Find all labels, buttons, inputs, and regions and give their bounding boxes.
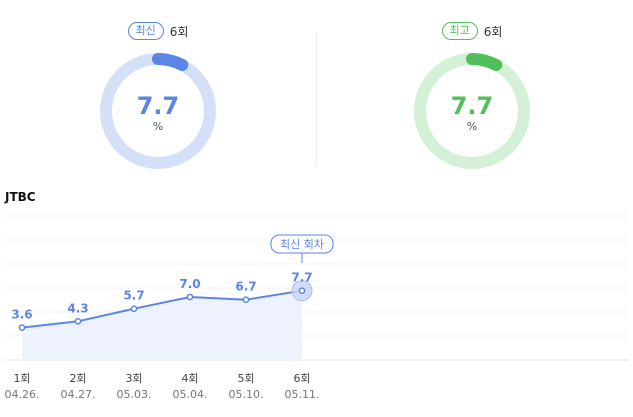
best-episode-count: 6회: [483, 24, 503, 39]
latest-rating-value: 7.7: [136, 92, 180, 120]
best-rating-panel: 최고 6회 7.7 %: [322, 14, 622, 174]
x-tick-date: 05.10.: [229, 388, 264, 401]
x-tick-episode: 4회: [181, 372, 198, 385]
station-label: JTBC: [5, 190, 36, 204]
best-donut-chart: [414, 53, 530, 169]
best-rating-unit: %: [466, 120, 478, 133]
latest-donut-arc: [100, 53, 216, 169]
data-point: [186, 293, 194, 301]
latest-episode-count: 6회: [169, 24, 189, 39]
data-label: 7.0: [179, 277, 200, 291]
x-tick-date: 05.04.: [173, 388, 208, 401]
x-tick-episode: 6회: [293, 372, 310, 385]
data-point: [298, 287, 306, 295]
best-badge: 최고: [441, 22, 478, 40]
data-label: 4.3: [67, 301, 88, 315]
data-label: 6.7: [235, 280, 256, 294]
best-donut-arc: [414, 53, 530, 169]
data-point: [130, 305, 138, 313]
best-rating-value: 7.7: [450, 92, 494, 120]
latest-badge: 최신: [127, 22, 164, 40]
callout-box: [270, 234, 334, 254]
latest-header: 최신 6회: [8, 22, 308, 42]
x-tick-episode: 2회: [69, 372, 86, 385]
latest-rating-unit: %: [152, 120, 164, 133]
panel-divider: [316, 32, 317, 166]
data-label: 5.7: [123, 289, 144, 303]
x-tick-episode: 1회: [13, 372, 30, 385]
data-point: [18, 324, 26, 331]
series-area: [22, 290, 302, 360]
x-tick-date: 05.11.: [285, 388, 320, 401]
best-header: 최고 6회: [322, 22, 622, 42]
x-tick-episode: 3회: [125, 372, 142, 385]
latest-episode-callout: 최신 회차: [280, 238, 324, 251]
data-label: 7.7: [291, 271, 312, 285]
latest-rating-panel: 최신 6회 7.7 %: [8, 14, 308, 174]
data-point: [242, 296, 250, 304]
data-point: [74, 317, 82, 325]
data-label: 3.6: [11, 308, 32, 322]
latest-donut-chart: [100, 53, 216, 169]
x-tick-date: 05.03.: [117, 388, 152, 401]
series-line: [21, 289, 303, 329]
x-tick-episode: 5회: [237, 372, 254, 385]
x-tick-date: 04.26.: [5, 388, 40, 401]
ratings-line-chart: 3.6 4.3 5.7 7.0 6.7 7.7 최신 회차 1회 04.26. 2회 04.27. 3…: [5, 215, 628, 401]
x-tick-date: 04.27.: [61, 388, 96, 401]
